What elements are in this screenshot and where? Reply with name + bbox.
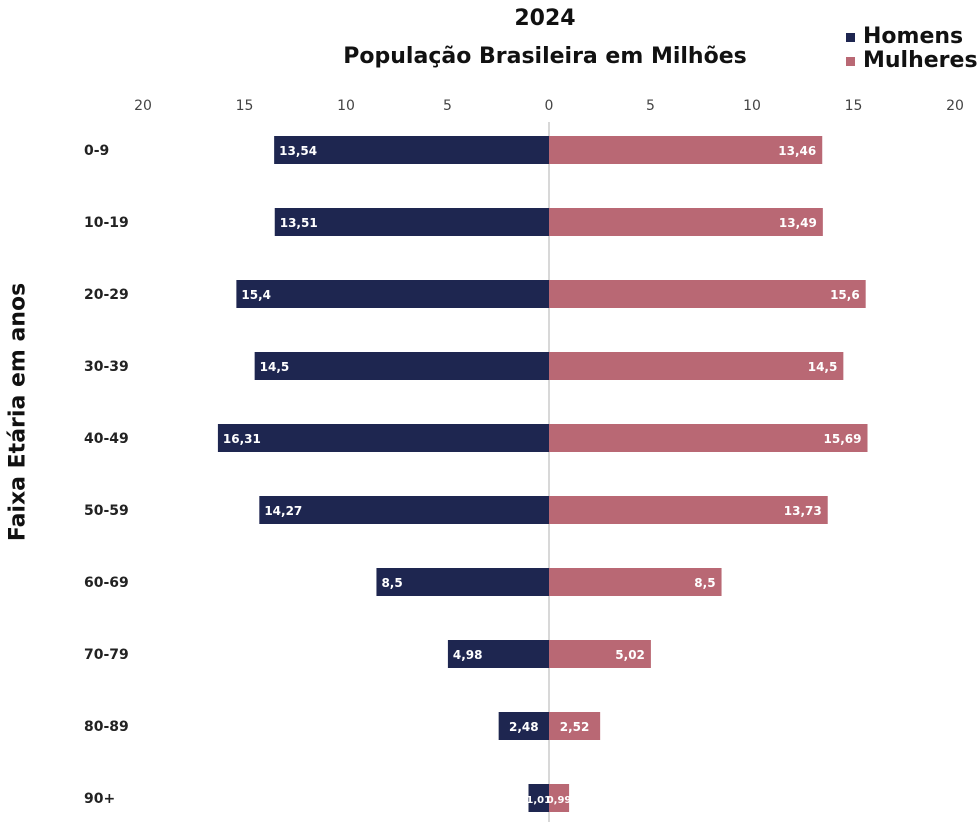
category-label: 60-69: [84, 575, 129, 591]
chart-title: 2024: [514, 6, 576, 31]
category-label: 0-9: [84, 143, 109, 159]
data-label-homens: 2,48: [509, 720, 539, 734]
data-label-mulheres: 14,5: [808, 360, 838, 374]
bar-mulheres: [549, 136, 823, 164]
data-label-homens: 13,54: [279, 144, 317, 158]
data-label-mulheres: 13,73: [784, 504, 822, 518]
x-tick-label: 15: [845, 98, 863, 114]
bar-mulheres: [549, 352, 844, 380]
data-label-homens: 16,31: [223, 432, 261, 446]
data-label-mulheres: 13,49: [779, 216, 817, 230]
bar-homens: [259, 496, 549, 524]
data-label-mulheres: 15,6: [830, 288, 860, 302]
category-label: 20-29: [84, 287, 129, 303]
legend-label-homens: Homens: [863, 24, 964, 49]
category-label: 10-19: [84, 215, 129, 231]
bar-homens: [528, 784, 549, 812]
legend-label-mulheres: Mulheres: [863, 48, 978, 73]
bar-mulheres: [549, 280, 866, 308]
x-tick-label: 15: [236, 98, 254, 114]
data-label-mulheres: 13,46: [778, 144, 816, 158]
bar-homens: [236, 280, 549, 308]
legend-item-homens: Homens: [846, 24, 963, 49]
category-label: 70-79: [84, 647, 129, 663]
x-tick-label: 0: [545, 98, 554, 114]
category-label: 50-59: [84, 503, 129, 519]
x-tick-label: 20: [946, 98, 964, 114]
bar-mulheres: [549, 712, 601, 740]
data-label-homens: 14,5: [260, 360, 290, 374]
legend-item-mulheres: Mulheres: [846, 48, 978, 73]
x-tick-label: 20: [134, 98, 152, 114]
category-label: 90+: [84, 791, 115, 807]
bar-homens: [498, 712, 549, 740]
data-label-mulheres: 8,5: [694, 576, 715, 590]
bar-mulheres: [549, 208, 823, 236]
bar-homens: [274, 136, 549, 164]
data-label-homens: 14,27: [264, 504, 302, 518]
data-label-homens: 13,51: [280, 216, 318, 230]
x-tick-label: 10: [337, 98, 355, 114]
data-label-homens: 4,98: [453, 648, 483, 662]
x-tick-label: 10: [743, 98, 761, 114]
data-label-mulheres: 0,99: [547, 795, 572, 806]
bar-mulheres: [549, 784, 570, 812]
category-label: 30-39: [84, 359, 129, 375]
bar-homens: [376, 568, 549, 596]
bar-mulheres: [549, 424, 868, 452]
category-label: 80-89: [84, 719, 129, 735]
legend-swatch-mulheres: [846, 56, 855, 66]
bar-homens: [447, 640, 549, 668]
legend-swatch-homens: [846, 32, 855, 42]
x-tick-label: 5: [443, 98, 452, 114]
category-label: 40-49: [84, 431, 129, 447]
data-label-homens: 15,4: [241, 288, 271, 302]
bar-homens: [217, 424, 550, 452]
bar-homens: [254, 352, 549, 380]
data-label-homens: 1,01: [526, 795, 551, 806]
x-tick-label: 5: [646, 98, 655, 114]
data-label-mulheres: 2,52: [560, 720, 590, 734]
data-label-homens: 8,5: [381, 576, 402, 590]
data-label-mulheres: 15,69: [824, 432, 862, 446]
bar-homens: [274, 208, 549, 236]
bar-mulheres: [549, 640, 651, 668]
data-label-mulheres: 5,02: [615, 648, 645, 662]
bar-mulheres: [549, 496, 828, 524]
bar-mulheres: [549, 568, 722, 596]
chart-subtitle: População Brasileira em Milhões: [343, 44, 747, 69]
